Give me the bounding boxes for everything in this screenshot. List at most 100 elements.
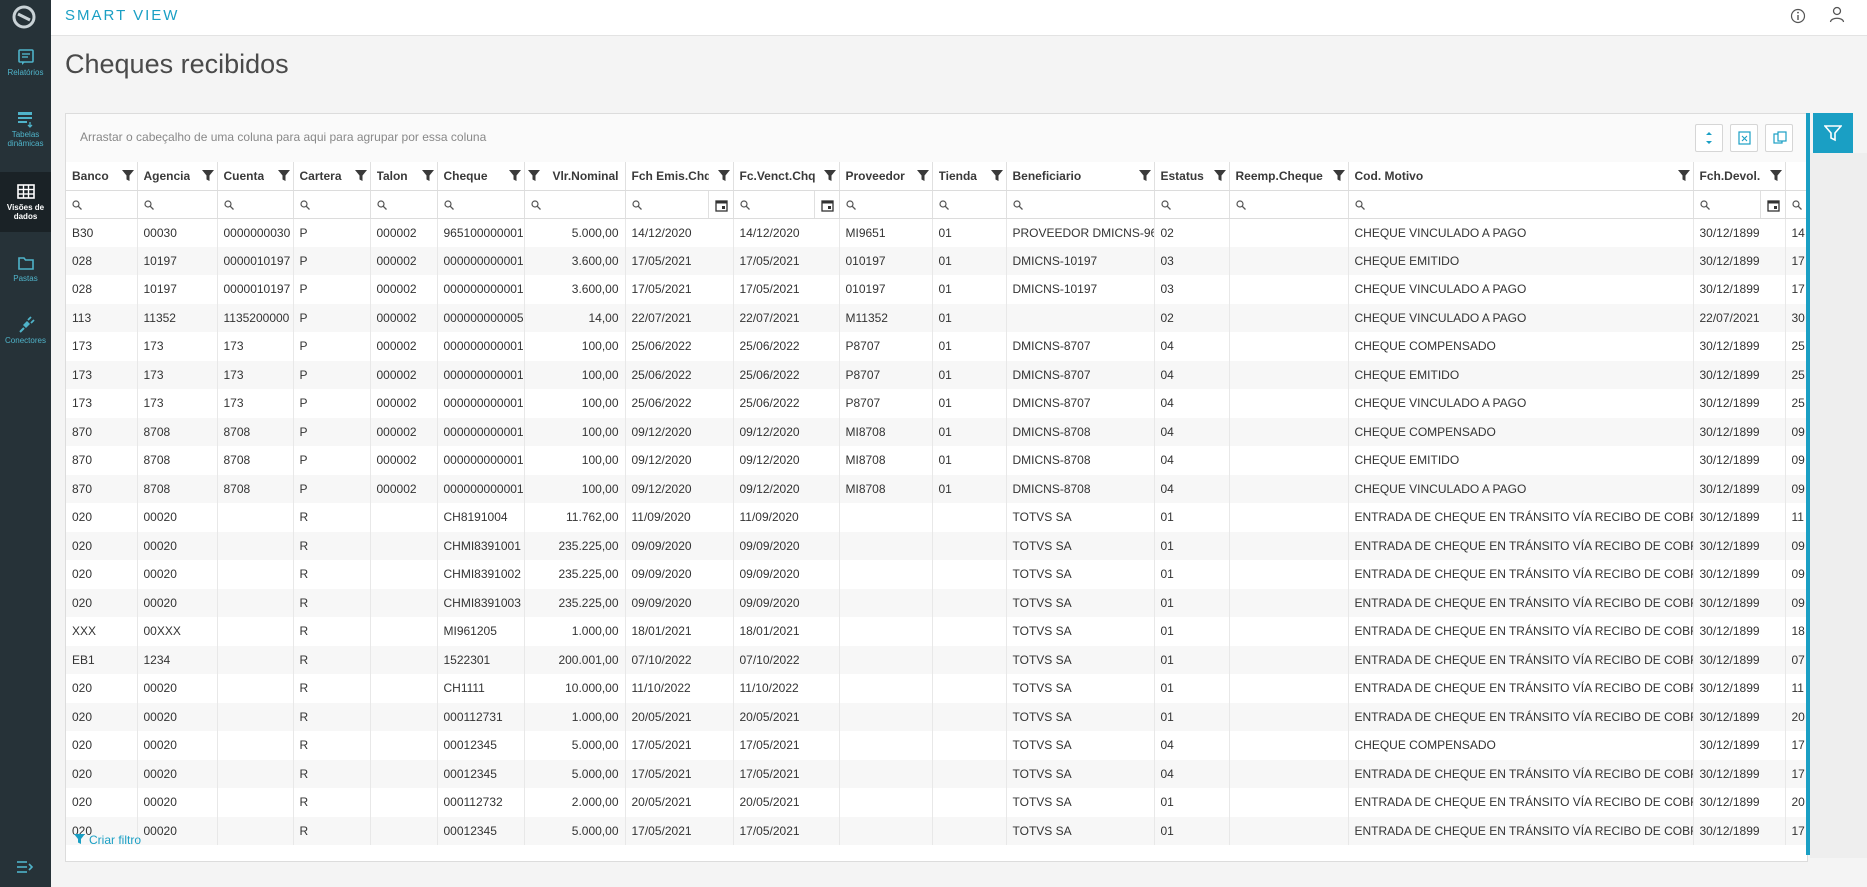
column-filter-icon[interactable]: [823, 170, 836, 182]
calendar-icon[interactable]: [1766, 199, 1780, 212]
sidebar-item-pastas[interactable]: Pastas: [0, 243, 51, 303]
column-header-label: Cuenta: [223, 169, 265, 184]
table-row[interactable]: XXX 00XXX R MI961205 1.000,00 18/01/2021 18/01…: [66, 617, 1807, 646]
column-filter-icon[interactable]: [1138, 170, 1151, 182]
info-icon[interactable]: [1790, 8, 1806, 24]
column-filter-input[interactable]: [1785, 190, 1807, 219]
table-row[interactable]: 173 173 173 P 000002 000000000001 100,00 25/06/…: [66, 389, 1807, 418]
column-sort-button[interactable]: [1695, 124, 1723, 152]
column-filter-input[interactable]: [1006, 190, 1155, 219]
column-header[interactable]: Fch Emis.Chq: [625, 162, 734, 191]
column-filter-input[interactable]: [370, 190, 438, 219]
column-header[interactable]: Vlr.Nominal: [524, 162, 626, 191]
table-row[interactable]: 020 00020 R CHMI8391002 235.225,00 09/09/2020…: [66, 560, 1807, 589]
table-cell: 1.000,00: [524, 617, 626, 646]
calendar-icon[interactable]: [714, 199, 728, 212]
sidebar-item-tabelas-dinamicas[interactable]: Tabelas dinâmicas: [0, 99, 51, 159]
expand-menu-icon[interactable]: [16, 860, 34, 874]
export-excel-button[interactable]: [1730, 124, 1758, 152]
column-header[interactable]: Tienda: [932, 162, 1007, 191]
column-filter-icon[interactable]: [354, 170, 367, 182]
column-filter-input[interactable]: [1154, 190, 1230, 219]
sidebar-item-conectores[interactable]: Conectores: [0, 305, 51, 365]
column-filter-icon[interactable]: [508, 170, 521, 182]
column-filter-icon[interactable]: [990, 170, 1003, 182]
column-filter-input[interactable]: [524, 190, 626, 219]
column-header[interactable]: Fc: [1785, 162, 1807, 191]
column-header[interactable]: Banco: [66, 162, 138, 191]
column-filter-input[interactable]: [437, 190, 525, 219]
column-filter-icon[interactable]: [717, 170, 730, 182]
table-row[interactable]: B30 00030 0000000030 P 000002 965100000001 5.0…: [66, 218, 1807, 247]
column-filter-icon[interactable]: [121, 170, 134, 182]
column-filter-icon[interactable]: [1677, 170, 1690, 182]
column-header[interactable]: Cuenta: [217, 162, 294, 191]
column-filter-input[interactable]: [66, 190, 138, 219]
column-header[interactable]: Talon: [370, 162, 438, 191]
column-header[interactable]: Reemp.Cheque: [1229, 162, 1349, 191]
table-row[interactable]: 870 8708 8708 P 000002 000000000001 100,00 09/1…: [66, 474, 1807, 503]
table-cell: TOTVS SA: [1006, 588, 1155, 617]
table-cell: 09: [1785, 588, 1807, 617]
table-row[interactable]: 020 00020 R CH1111 10.000,00 11/10/2022 11/10/…: [66, 674, 1807, 703]
column-filter-icon[interactable]: [201, 170, 214, 182]
column-header[interactable]: Cod. Motivo: [1348, 162, 1694, 191]
table-row[interactable]: 028 10197 0000010197 P 000002 000000000001 3.6…: [66, 246, 1807, 275]
sidebar-item-relatorios[interactable]: Relatórios: [0, 37, 51, 97]
column-filter-input[interactable]: [932, 190, 1007, 219]
table-row[interactable]: 870 8708 8708 P 000002 000000000001 100,00 09/1…: [66, 446, 1807, 475]
column-header[interactable]: Fc.Venct.Chq: [733, 162, 840, 191]
column-filter-icon[interactable]: [1769, 170, 1782, 182]
column-chooser-button[interactable]: [1765, 124, 1793, 152]
table-row[interactable]: 020 00020 R CH8191004 11.762,00 11/09/2020 11/…: [66, 503, 1807, 532]
calendar-icon[interactable]: [820, 199, 834, 212]
column-header[interactable]: Agencia: [137, 162, 218, 191]
table-cell: 1234: [137, 645, 218, 674]
sidebar-item-visoes-de-dados[interactable]: Visões de dados: [0, 172, 51, 232]
table-row[interactable]: 020 00020 R 000112731 1.000,00 20/05/2021 20/0…: [66, 702, 1807, 731]
table-cell: 30/12/1899: [1693, 645, 1786, 674]
column-filter-input[interactable]: [1229, 190, 1349, 219]
table-row[interactable]: 173 173 173 P 000002 000000000001 100,00 25/06/…: [66, 360, 1807, 389]
column-filter-input[interactable]: [839, 190, 933, 219]
column-filter-input[interactable]: [625, 190, 734, 219]
column-filter-input[interactable]: [733, 190, 840, 219]
create-filter-link[interactable]: Criar filtro: [74, 833, 141, 847]
top-bar: SMART VIEW: [51, 0, 1867, 36]
column-filter-icon[interactable]: [277, 170, 290, 182]
column-header[interactable]: Proveedor: [839, 162, 933, 191]
column-filter-icon[interactable]: [1213, 170, 1226, 182]
group-panel[interactable]: Arrastar o cabeçalho de uma coluna para …: [66, 114, 1807, 163]
column-filter-input[interactable]: [1693, 190, 1786, 219]
column-header[interactable]: Cheque: [437, 162, 525, 191]
column-filter-input[interactable]: [293, 190, 371, 219]
table-row[interactable]: 020 00020 R CHMI8391003 235.225,00 09/09/2020…: [66, 588, 1807, 617]
table-row[interactable]: 020 00020 R 00012345 5.000,00 17/05/2021 17/05…: [66, 731, 1807, 760]
column-filter-input[interactable]: [217, 190, 294, 219]
table-cell: R: [293, 645, 371, 674]
column-header[interactable]: Estatus: [1154, 162, 1230, 191]
table-row[interactable]: 870 8708 8708 P 000002 000000000001 100,00 09/1…: [66, 417, 1807, 446]
column-filter-icon[interactable]: [421, 170, 434, 182]
table-row[interactable]: 020 00020 R CHMI8391001 235.225,00 09/09/2020…: [66, 531, 1807, 560]
table-row[interactable]: 020 00020 R 00012345 5.000,00 17/05/2021 17/05…: [66, 759, 1807, 788]
table-row[interactable]: 113 11352 1135200000 P 000002 000000000005 14,…: [66, 303, 1807, 332]
column-filter-input[interactable]: [1348, 190, 1694, 219]
table-row[interactable]: 020 00020 R 000112732 2.000,00 20/05/2021 20/0…: [66, 788, 1807, 817]
column-filter-icon[interactable]: [1332, 170, 1345, 182]
table-row[interactable]: EB1 1234 R 1522301 200.001,00 07/10/2022 07/10…: [66, 645, 1807, 674]
table-cell: [932, 731, 1007, 760]
column-filter-icon[interactable]: [916, 170, 929, 182]
table-row[interactable]: 028 10197 0000010197 P 000002 000000000001 3.6…: [66, 275, 1807, 304]
column-header[interactable]: Fch.Devol.: [1693, 162, 1786, 191]
table-row[interactable]: 173 173 173 P 000002 000000000001 100,00 25/06/…: [66, 332, 1807, 361]
column-header[interactable]: Beneficiario: [1006, 162, 1155, 191]
filter-panel-toggle[interactable]: [1813, 113, 1853, 153]
column-filter-input[interactable]: [137, 190, 218, 219]
user-icon[interactable]: [1829, 6, 1845, 23]
table-cell: 30/12/1899: [1693, 816, 1786, 845]
column-filter-icon[interactable]: [527, 170, 540, 182]
table-row[interactable]: 020 00020 R 00012345 5.000,00 17/05/2021 17/05…: [66, 816, 1807, 845]
table-cell: 00012345: [437, 759, 525, 788]
column-header[interactable]: Cartera: [293, 162, 371, 191]
